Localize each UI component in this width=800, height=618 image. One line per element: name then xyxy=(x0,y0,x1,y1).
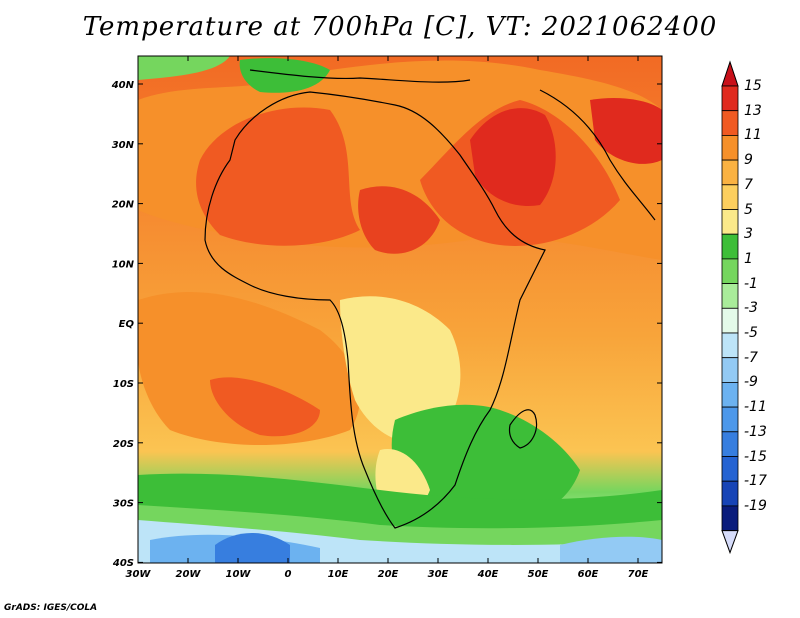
lat-label: 40N xyxy=(111,80,135,91)
colorbar-swatch xyxy=(721,209,739,235)
colorbar-swatch xyxy=(721,357,739,383)
colorbar-swatch xyxy=(721,431,739,457)
colorbar-label: -1 xyxy=(744,275,758,292)
colorbar-label: 9 xyxy=(744,152,753,169)
colorbar-label: -11 xyxy=(744,399,767,416)
chart-title: Temperature at 700hPa [C], VT: 202106240… xyxy=(82,12,718,42)
colorbar-bottom-arrow xyxy=(721,530,739,555)
colorbar-label: -7 xyxy=(744,349,758,366)
colorbar-top-arrow xyxy=(721,60,739,87)
colorbar-swatch xyxy=(721,134,739,161)
map-frame xyxy=(137,55,663,564)
colorbar-label: -13 xyxy=(744,423,767,440)
lon-label: 60E xyxy=(578,569,599,580)
lon-label: 10W xyxy=(226,569,252,580)
lat-label: 30S xyxy=(113,499,134,510)
lon-label: 30W xyxy=(126,569,152,580)
colorbar-swatch xyxy=(721,332,739,359)
lon-label: 50E xyxy=(528,569,549,580)
colorbar-swatch xyxy=(721,505,739,531)
lon-label: 0 xyxy=(285,569,292,580)
colorbar-swatch xyxy=(721,233,739,260)
colorbar-swatch xyxy=(721,159,739,186)
lon-label: 30E xyxy=(428,569,449,580)
colorbar-swatch xyxy=(721,85,739,112)
lon-label: 20W xyxy=(176,569,202,580)
colorbar-label: 7 xyxy=(744,176,753,193)
colorbar-label: 3 xyxy=(744,226,753,243)
colorbar-label: 1 xyxy=(744,250,753,267)
colorbar-swatch xyxy=(721,307,739,334)
colorbar-swatch xyxy=(721,480,739,507)
colorbar-swatch xyxy=(721,456,739,482)
colorbar xyxy=(721,60,739,555)
colorbar-label: 5 xyxy=(744,201,753,218)
colorbar-swatch xyxy=(721,406,739,433)
colorbar-label: -3 xyxy=(744,300,758,317)
colorbar-swatch xyxy=(721,110,739,136)
axis-ticks xyxy=(137,56,662,563)
lon-label: 20E xyxy=(378,569,399,580)
colorbar-label: -19 xyxy=(744,497,767,514)
latitude-labels: 40N 30N 20N 10N EQ 10S 20S 30S 40S xyxy=(111,80,135,569)
lat-label: 40S xyxy=(112,558,134,569)
colorbar-label: 15 xyxy=(744,78,762,94)
colorbar-label: 13 xyxy=(744,102,762,119)
colorbar-label: -5 xyxy=(744,325,758,341)
credit-text: GrADS: IGES/COLA xyxy=(4,603,98,613)
colorbar-label: -17 xyxy=(744,473,767,490)
lat-label: 20N xyxy=(112,200,135,211)
colorbar-label: -9 xyxy=(744,374,758,391)
colorbar-label: -15 xyxy=(744,448,767,465)
lon-label: 10E xyxy=(328,569,349,580)
colorbar-swatch xyxy=(721,283,739,309)
lat-label: 30N xyxy=(112,140,135,151)
lat-label: EQ xyxy=(119,319,135,330)
colorbar-label: 11 xyxy=(744,127,762,144)
lat-label: 20S xyxy=(113,439,134,450)
lon-label: 70E xyxy=(628,569,649,580)
colorbar-swatch xyxy=(721,258,739,284)
coastlines xyxy=(204,69,656,529)
lon-label: 40E xyxy=(477,569,499,580)
longitude-labels: 30W 20W 10W 0 10E 20E 30E 40E 50E 60E 70E xyxy=(126,569,649,580)
lat-label: 10N xyxy=(112,259,135,270)
temperature-field xyxy=(138,56,662,563)
lat-label: 10S xyxy=(113,379,134,390)
colorbar-swatch xyxy=(721,381,739,408)
colorbar-swatch xyxy=(721,184,739,210)
